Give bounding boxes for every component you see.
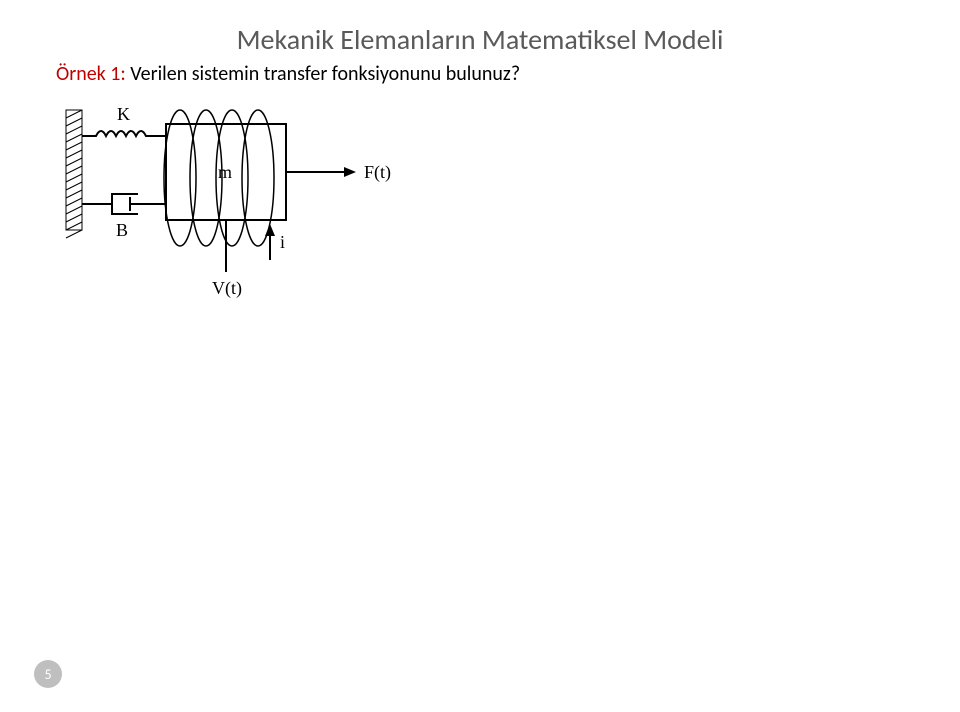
svg-text:V(t): V(t)	[212, 278, 242, 299]
svg-text:B: B	[116, 220, 128, 240]
svg-text:m: m	[218, 162, 232, 182]
page-number-badge: 5	[34, 660, 62, 688]
example-line: Örnek 1: Verilen sistemin transfer fonks…	[56, 62, 520, 86]
svg-text:K: K	[117, 104, 130, 124]
example-label: Örnek 1:	[56, 62, 130, 86]
mechanical-diagram: K Bm F(t) V(t) i	[56, 100, 416, 300]
example-text: Verilen sistemin transfer fonksiyonunu b…	[130, 62, 520, 86]
page-title: Mekanik Elemanların Matematiksel Modeli	[0, 22, 960, 57]
svg-text:i: i	[280, 232, 285, 252]
svg-text:F(t): F(t)	[364, 162, 391, 183]
